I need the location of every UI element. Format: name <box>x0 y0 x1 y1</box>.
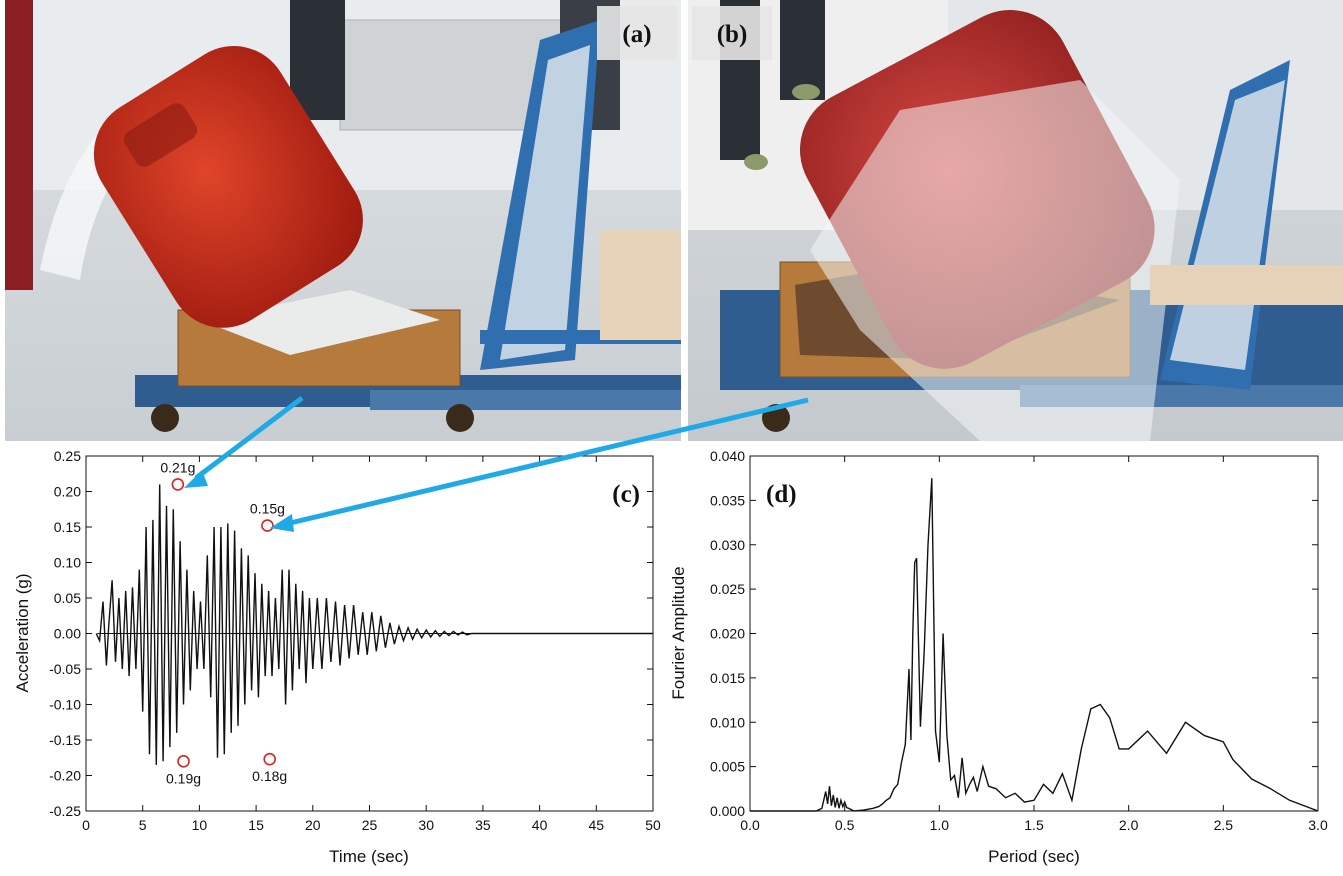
x-tick-label: 30 <box>418 817 434 833</box>
photo-b-label: (b) <box>717 21 748 48</box>
x-tick-label: 0.5 <box>835 817 855 833</box>
y-tick-label: 0.040 <box>710 448 745 464</box>
chart-c-y-title: Acceleration (g) <box>13 573 32 692</box>
y-tick-label: -0.15 <box>49 732 81 748</box>
chart-d-panel-label: (d) <box>766 481 797 508</box>
arrow-b-to-c <box>285 397 809 527</box>
chart-c-y-axis: -0.25 -0.20 -0.15 -0.10 -0.05 0.00 0.05 0.10 0.1… <box>49 448 653 819</box>
x-tick-label: 25 <box>362 817 378 833</box>
y-tick-label: 0.10 <box>54 555 81 571</box>
chart-c-acceleration: -0.25 -0.20 -0.15 -0.10 -0.05 0.00 0.05 0.10 0.1… <box>13 448 661 866</box>
chart-c-x-axis: 0 5 10 15 20 25 30 35 40 45 50 <box>82 456 661 833</box>
peak-label: 0.21g <box>160 459 195 475</box>
y-tick-label: 0.000 <box>710 803 745 819</box>
x-tick-label: 20 <box>305 817 321 833</box>
x-tick-label: 0 <box>82 817 90 833</box>
chart-c-series-line <box>95 484 653 765</box>
x-tick-label: 35 <box>475 817 491 833</box>
peak-label: 0.19g <box>166 770 201 786</box>
connector-arrows <box>184 396 809 532</box>
y-tick-label: 0.005 <box>710 759 745 775</box>
peak-marker <box>261 519 274 532</box>
y-tick-label: 0.010 <box>710 714 745 730</box>
y-tick-label: -0.25 <box>49 803 81 819</box>
x-tick-label: 50 <box>645 817 661 833</box>
x-tick-label: 10 <box>192 817 208 833</box>
y-tick-label: 0.030 <box>710 537 745 553</box>
y-tick-label: 0.020 <box>710 626 745 642</box>
y-tick-label: 0.025 <box>710 581 745 597</box>
photo-a-label: (a) <box>622 21 651 48</box>
y-tick-label: 0.00 <box>54 626 81 642</box>
peak-marker <box>263 752 277 766</box>
chart-d-y-title: Fourier Amplitude <box>669 566 688 699</box>
chart-c-x-title: Time (sec) <box>329 847 409 866</box>
x-tick-label: 2.5 <box>1214 817 1234 833</box>
arrow-a-to-c-head <box>184 470 208 488</box>
photo-b-label-box: (b) <box>692 6 772 60</box>
chart-d-x-title: Period (sec) <box>988 847 1080 866</box>
chart-d-series-line <box>750 478 1319 812</box>
peak-label: 0.15g <box>250 501 285 517</box>
chart-d-fourier: 0.000 0.005 0.010 0.015 0.020 0.025 0.030 0.035… <box>669 448 1328 866</box>
y-tick-label: -0.10 <box>49 697 81 713</box>
y-tick-label: 0.20 <box>54 484 81 500</box>
chart-d-y-axis: 0.000 0.005 0.010 0.015 0.020 0.025 0.030 0.035… <box>710 448 1318 819</box>
peak-marker <box>171 478 185 491</box>
x-tick-label: 15 <box>248 817 264 833</box>
photo-b <box>688 0 1343 441</box>
y-tick-label: 0.25 <box>54 448 81 464</box>
photo-a <box>5 0 681 441</box>
chart-c-panel-label: (c) <box>612 481 640 508</box>
x-tick-label: 1.5 <box>1024 817 1044 833</box>
y-tick-label: 0.15 <box>54 519 81 535</box>
y-tick-label: 0.015 <box>710 670 745 686</box>
chart-d-x-axis: 0.0 0.5 1.0 1.5 2.0 2.5 3.0 <box>740 456 1328 833</box>
peak-marker <box>177 754 190 768</box>
photo-a-label-box: (a) <box>597 6 677 60</box>
y-tick-label: 0.05 <box>54 590 81 606</box>
y-tick-label: -0.05 <box>49 661 81 677</box>
chart-c-annotations: 0.21g 0.15g 0.19g 0.18g <box>160 459 287 786</box>
x-tick-label: 1.0 <box>930 817 950 833</box>
x-tick-label: 2.0 <box>1119 817 1139 833</box>
arrow-b-to-c-head <box>270 514 294 532</box>
peak-label: 0.18g <box>252 768 287 784</box>
arrow-a-to-c <box>194 396 304 480</box>
y-tick-label: 0.035 <box>710 492 745 508</box>
y-tick-label: -0.20 <box>49 768 81 784</box>
x-tick-label: 0.0 <box>740 817 760 833</box>
x-tick-label: 45 <box>589 817 605 833</box>
x-tick-label: 40 <box>532 817 548 833</box>
x-tick-label: 3.0 <box>1308 817 1328 833</box>
x-tick-label: 5 <box>139 817 147 833</box>
